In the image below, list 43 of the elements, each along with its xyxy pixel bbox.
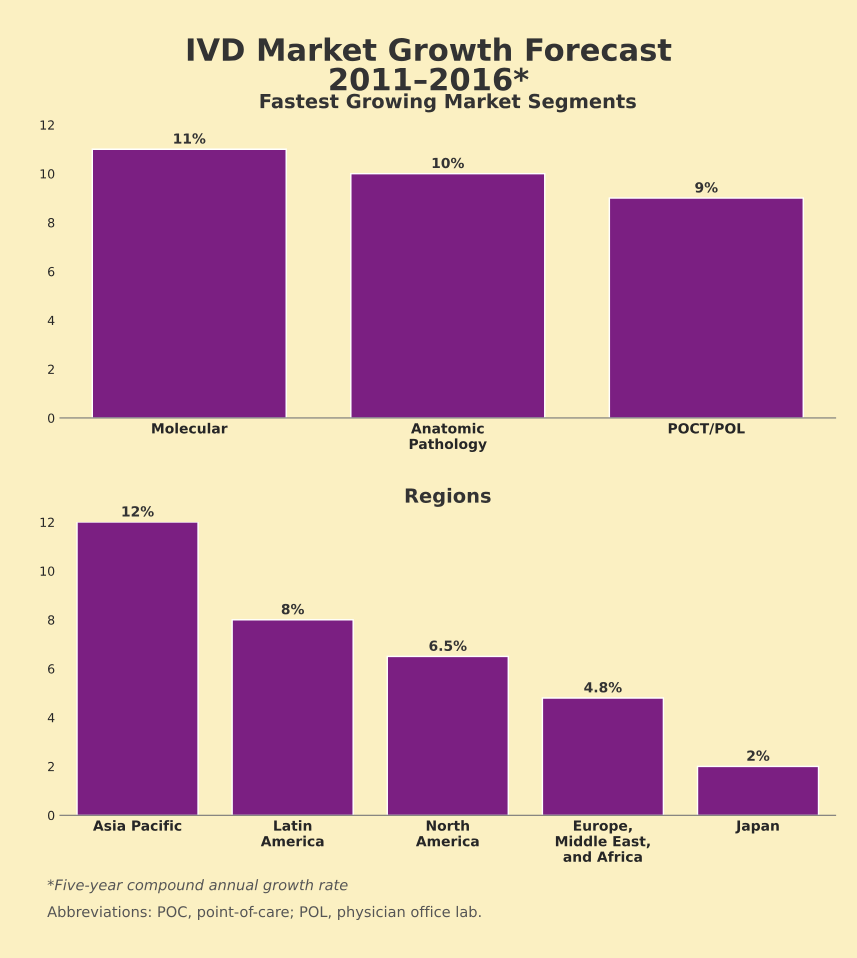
y-tick-label: 12 [40,518,54,527]
y-tick-label: 0 [48,413,54,423]
data-label: 4.8% [584,682,622,693]
x-tick-label: Anatomic Pathology [410,422,487,452]
y-tick-label: 10 [40,566,54,576]
data-label: 11% [174,133,206,144]
y-tick-label: 8 [48,218,54,228]
x-tick-label: North America [416,820,479,846]
y-tick-label: 2 [48,364,54,374]
y-tick-label: 4 [48,316,54,326]
data-label: 10% [432,158,464,168]
y-tick-label: 4 [48,713,54,722]
data-label: 9% [695,182,718,193]
bar [92,148,287,418]
y-tick-label: 6 [48,266,54,276]
bar [231,619,354,816]
chart-title: IVD Market Growth Forecast 2011–2016* [188,37,672,91]
bar [76,522,199,816]
y-tick-label: 10 [40,169,54,179]
bar [696,766,820,816]
x-tick-label: Japan [735,820,779,834]
bar [350,172,546,418]
data-label: 8% [282,604,304,614]
y-tick-label: 8 [48,615,54,625]
chart-title: Regions [406,488,491,507]
x-tick-label: POCT/POL [668,423,745,435]
y-tick-label: 0 [48,810,54,820]
bar [542,697,664,816]
x-tick-label: Molecular [152,422,228,434]
x-tick-label: Latin America [260,820,324,846]
bar [608,197,804,418]
chart-subtitle: Fastest Growing Market Segments [260,93,636,112]
x-tick-label: Europe, Middle East, and Africa [556,820,650,862]
y-tick-label: 6 [48,664,54,674]
y-tick-label: 2 [48,762,54,772]
y-tick-label: 12 [40,120,54,130]
text: *Five-year compound annual growth rate [48,879,348,894]
data-label: 6.5% [429,640,467,651]
data-label: 12% [122,506,154,517]
text: Abbreviations: POC, point-of-care; POL, physician office lab. [47,906,481,920]
data-label: 2% [747,750,770,761]
bar [386,656,509,816]
x-tick-label: Asia Pacific [93,820,182,831]
